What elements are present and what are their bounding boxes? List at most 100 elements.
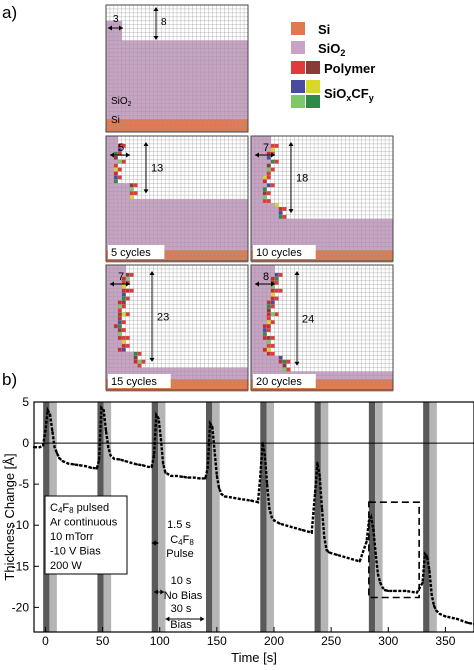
data-point — [415, 591, 418, 594]
sim-cell — [161, 115, 166, 120]
sim-cell — [109, 195, 115, 200]
sim-cell — [109, 60, 115, 65]
process-line: C4F8 pulsed — [50, 502, 109, 515]
sim-cell — [204, 52, 209, 57]
sim-cell — [157, 60, 162, 65]
sim-cell — [373, 375, 378, 380]
sim-cell — [149, 40, 154, 45]
sim-cell — [200, 210, 205, 216]
sim-cell — [270, 238, 275, 243]
sim-cell — [117, 203, 123, 208]
sim-cell — [258, 292, 264, 297]
sim-cell — [137, 123, 142, 128]
sim-cell — [220, 72, 225, 77]
sim-cell — [177, 250, 182, 255]
sim-cell — [306, 222, 311, 228]
sim-border — [105, 264, 249, 391]
sim-cell — [106, 304, 111, 309]
sim-polymer-cell — [278, 272, 283, 277]
sim-cell — [254, 159, 260, 164]
sim-cell — [125, 258, 130, 263]
sim-cell — [125, 363, 130, 368]
sim-cell — [180, 238, 186, 243]
sim-cell — [184, 60, 190, 65]
sim-cell — [357, 246, 362, 251]
sim-cell — [188, 199, 194, 204]
sim-cell — [318, 234, 323, 239]
sim-cell — [377, 246, 382, 251]
sim-cell — [310, 234, 315, 239]
sim-cell — [373, 371, 378, 376]
sim-cell — [106, 280, 111, 286]
sim-cell — [322, 254, 327, 259]
sim-cell — [258, 136, 264, 141]
sim-cell — [184, 40, 190, 45]
sim-cell — [236, 367, 241, 372]
sim-cell — [165, 107, 170, 112]
sim-cell — [145, 258, 150, 263]
sim-cell — [365, 222, 370, 228]
sim-cell — [137, 48, 142, 53]
sim-cell — [149, 103, 154, 108]
sim-cell — [236, 64, 241, 69]
sim-cell — [208, 210, 213, 216]
sim-polymer-cell — [117, 316, 122, 321]
data-point — [208, 422, 212, 425]
sim-cell — [306, 238, 311, 243]
sim-polymer-cell — [117, 147, 122, 152]
sim-cell — [204, 127, 209, 132]
sim-polymer-cell — [286, 367, 291, 372]
sim-cell — [113, 387, 119, 392]
sim-cell — [180, 383, 186, 388]
data-point — [55, 451, 58, 455]
sim-cell — [153, 95, 158, 100]
sim-cell — [200, 258, 205, 263]
sim-cell — [258, 265, 264, 270]
sim-cell — [266, 222, 272, 228]
sim-cell — [180, 246, 186, 251]
sim-cell — [169, 230, 174, 235]
sim-cell — [180, 127, 186, 132]
sim-cell — [325, 226, 331, 231]
sim-cell — [173, 79, 178, 85]
sim-cell — [262, 210, 268, 216]
sim-cell — [236, 95, 241, 100]
data-point — [256, 501, 260, 504]
sim-cell — [109, 87, 115, 93]
process-line: Ar continuous — [50, 517, 118, 529]
sim-cell — [251, 183, 256, 188]
sim-cell — [133, 40, 138, 45]
sim-cell — [141, 40, 146, 45]
sim-cell — [169, 203, 174, 208]
sim-cell — [165, 387, 170, 392]
data-point — [229, 496, 232, 499]
sim-cell — [129, 68, 134, 73]
sim-cell — [137, 387, 142, 392]
sim-cell — [188, 64, 194, 69]
legend-swatch-sio2 — [291, 41, 305, 54]
sim-cell — [184, 44, 190, 49]
sim-polymer-cell — [266, 175, 271, 180]
sim-cell — [236, 56, 241, 61]
sim-cell — [129, 107, 134, 112]
sim-cell — [173, 387, 178, 392]
data-point — [290, 525, 293, 528]
sim-cell — [220, 76, 225, 81]
sim-cell — [254, 316, 260, 321]
sim-cell — [177, 83, 182, 89]
sim-cell — [314, 387, 319, 392]
sim-cell — [385, 254, 390, 259]
sim-cell — [113, 288, 119, 293]
sim-cell — [184, 254, 190, 259]
sim-cell — [113, 265, 119, 270]
sim-cell — [204, 218, 209, 224]
sim-cell — [192, 226, 198, 231]
sim-polymer-cell — [266, 199, 271, 204]
sim-cell — [157, 83, 162, 89]
sim-cell — [345, 218, 350, 224]
sim-cell — [216, 218, 221, 224]
sim-cell — [141, 60, 146, 65]
sim-cell — [196, 375, 201, 380]
sim-cell — [254, 359, 260, 364]
